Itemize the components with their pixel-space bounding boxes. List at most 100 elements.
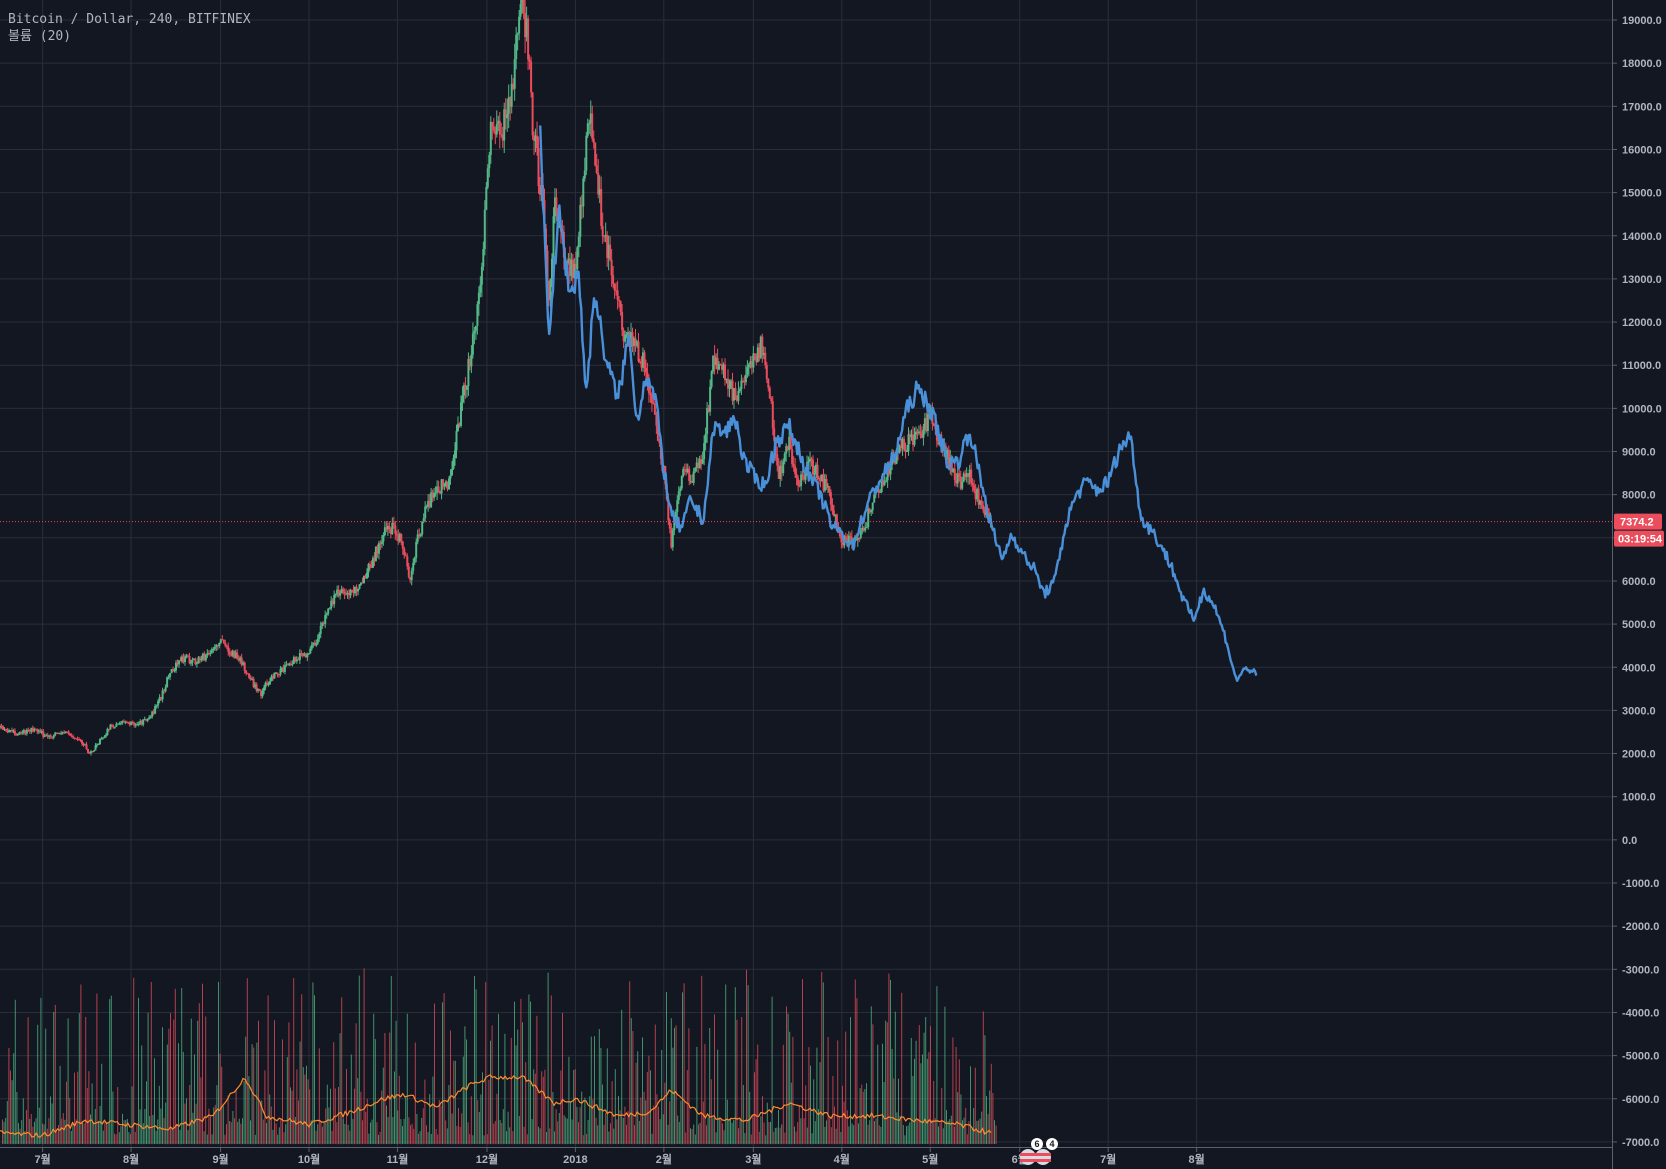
volume-bar (712, 1117, 714, 1144)
us-flag-icon[interactable] (1020, 1149, 1036, 1165)
candle-body (21, 732, 24, 734)
candle-body (361, 582, 364, 584)
candle-body (81, 740, 83, 744)
candle-body (835, 514, 838, 527)
volume-bar (893, 1078, 895, 1144)
volume-bar (931, 1119, 933, 1144)
volume-bar (710, 1079, 712, 1144)
volume-bar (402, 1126, 403, 1144)
volume-bar (398, 1075, 400, 1144)
us-flag-icon[interactable] (1035, 1149, 1051, 1165)
volume-bar (651, 1133, 653, 1145)
volume-bar (683, 983, 685, 1145)
event-badges[interactable]: 6 4 (1020, 1138, 1058, 1165)
volume-bar (542, 1076, 544, 1145)
candle-body (389, 529, 392, 535)
volume-bar (122, 1113, 123, 1145)
candle-body (859, 530, 862, 538)
volume-bar (354, 1088, 355, 1145)
volume-bar (646, 1072, 648, 1144)
candle-body (913, 434, 916, 445)
volume-bar (678, 1121, 680, 1144)
event-badge-1[interactable]: 6 (1020, 1138, 1043, 1165)
price-axis-panel[interactable] (1612, 0, 1666, 1169)
volume-bar (517, 1029, 519, 1145)
volume-indicator-label[interactable]: 볼륨 (20) (8, 29, 71, 44)
candle-body (249, 677, 252, 680)
candle-body (656, 425, 659, 441)
price-candles (0, 0, 992, 756)
candle-body (312, 642, 315, 645)
volume-bar (715, 1132, 717, 1145)
event-badge-2[interactable]: 4 (1035, 1138, 1058, 1165)
candle-body (554, 197, 556, 217)
candle-body (133, 723, 136, 726)
volume-bar (696, 1046, 698, 1144)
volume-bar (179, 1129, 181, 1145)
volume-bar (763, 1122, 765, 1145)
volume-bar (909, 1122, 911, 1144)
volume-bar (213, 1107, 215, 1144)
candle-body (163, 690, 166, 692)
volume-bar (99, 1106, 101, 1145)
volume-bar (510, 1037, 512, 1144)
volume-bar (304, 1074, 306, 1144)
volume-bar (152, 1115, 154, 1145)
candle-body (639, 361, 641, 363)
candle-body (388, 526, 391, 530)
volume-bar (366, 1098, 368, 1144)
candle-body (521, 0, 524, 5)
volume-bar (653, 1105, 655, 1145)
candle-body (768, 387, 771, 399)
volume-bar (394, 1071, 395, 1144)
candle-body (267, 684, 270, 686)
volume-bar (118, 1132, 120, 1145)
candle-body (770, 398, 773, 402)
volume-bar (789, 1031, 791, 1145)
price-tick-label: -6000.0 (1622, 1094, 1659, 1106)
candle-body (642, 352, 644, 368)
candle-body (339, 593, 342, 596)
volume-bar (536, 1015, 538, 1145)
candle-body (112, 726, 115, 728)
candle-body (294, 657, 297, 662)
volume-bar (64, 1119, 66, 1145)
candle-body (416, 534, 419, 542)
volume-bar (509, 1127, 511, 1145)
candle-body (351, 590, 354, 591)
volume-bar (558, 1113, 560, 1145)
candle-body (652, 403, 655, 404)
volume-bar (27, 1017, 29, 1145)
candle-body (278, 674, 280, 676)
candle-body (694, 467, 697, 472)
volume-bar (434, 1003, 435, 1144)
volume-bar (395, 1020, 397, 1145)
volume-bar (541, 1071, 543, 1145)
volume-bar (989, 1090, 991, 1145)
volume-bar (957, 1092, 959, 1145)
volume-bar (78, 1013, 80, 1145)
candle-body (800, 474, 803, 486)
volume-bar (206, 1134, 208, 1144)
volume-bar (971, 1127, 973, 1144)
candle-body (710, 371, 713, 387)
volume-bar (810, 1065, 811, 1145)
volume-bar (51, 1103, 53, 1144)
volume-bar (526, 1134, 528, 1145)
time-axis-ticks[interactable]: 7월 8월 9월 10월 11월 12월 2018 2월 3월 4월 5월 6월 7월 8월 (34, 1147, 1205, 1166)
candle-body (204, 655, 207, 661)
volume-bar (299, 1041, 301, 1144)
candle-body (755, 356, 758, 363)
candle-body (9, 730, 12, 731)
volume-bar (840, 1131, 842, 1144)
volume-bar (802, 979, 803, 1145)
volume-bar (963, 1117, 965, 1144)
volume-bar (493, 1123, 495, 1145)
volume-bar (270, 1106, 272, 1144)
candle-body (825, 479, 828, 488)
candle-body (967, 473, 970, 477)
volume-bar (448, 1085, 450, 1144)
candle-body (6, 730, 9, 733)
candle-body (901, 438, 904, 449)
